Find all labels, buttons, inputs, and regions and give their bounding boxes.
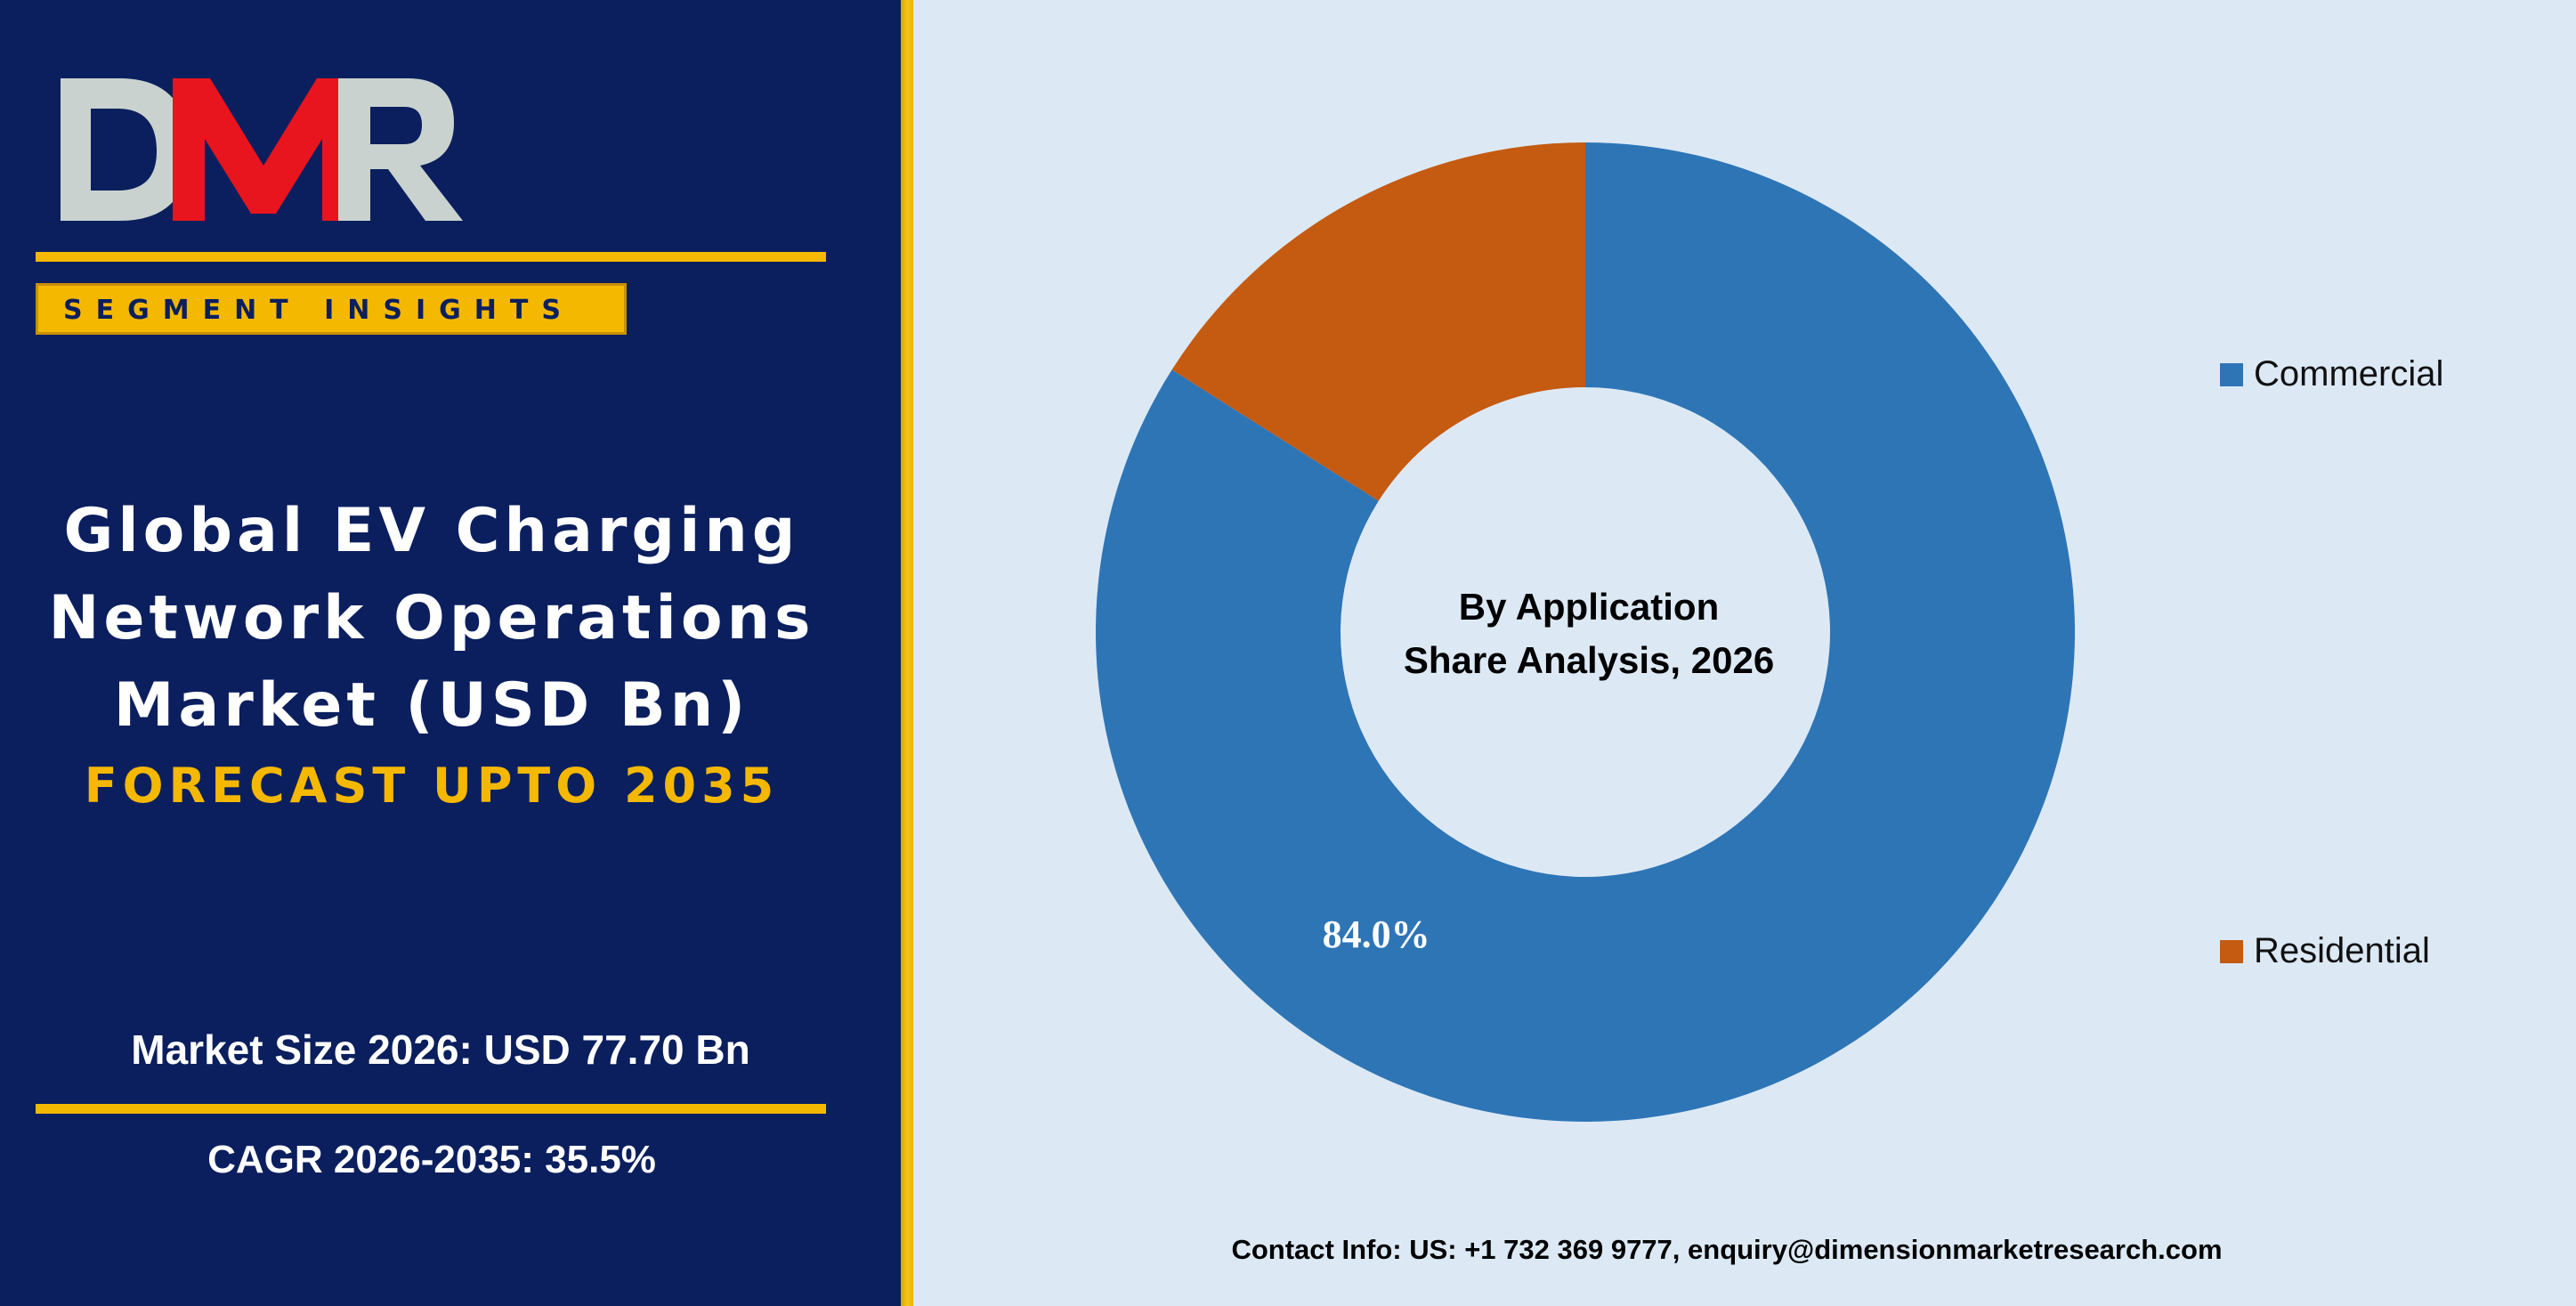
title-line-2: Network Operations xyxy=(48,583,815,653)
contact-info: Contact Info: US: +1 732 369 9777, enqui… xyxy=(1231,1234,2223,1265)
slice-commercial xyxy=(1095,142,2075,1122)
center-label-line-1: By Application xyxy=(1459,586,1719,628)
cagr-stat: CAGR 2026-2035: 35.5% xyxy=(207,1138,656,1181)
legend-label-commercial: Commercial xyxy=(2254,354,2443,393)
segment-insights-label: SEGMENT INSIGHTS xyxy=(63,295,574,326)
market-size-stat: Market Size 2026: USD 77.70 Bn xyxy=(131,1026,750,1073)
chart-panel: By Application Share Analysis, 2026 84.0… xyxy=(913,0,2576,1306)
slice-residential xyxy=(1171,142,1585,501)
center-label-line-2: Share Analysis, 2026 xyxy=(1404,639,1774,681)
forecast-subtitle: FORECAST UPTO 2035 xyxy=(84,758,780,814)
legend-swatch-commercial xyxy=(2220,363,2243,386)
segment-insights-badge: SEGMENT INSIGHTS xyxy=(36,283,627,335)
logo-letter-d xyxy=(61,78,189,221)
logo-letter-m xyxy=(173,78,354,221)
gold-rule-bottom xyxy=(36,1104,826,1114)
title-line-1: Global EV Charging xyxy=(63,496,800,566)
gold-rule-top xyxy=(36,252,826,262)
slice-labels: 84.0% xyxy=(1323,913,1430,956)
legend-label-residential: Residential xyxy=(2254,931,2430,970)
chart-legend: Commercial Residential xyxy=(2220,354,2443,970)
title-line-3: Market (USD Bn) xyxy=(113,670,750,741)
legend-swatch-residential xyxy=(2220,940,2243,963)
report-title: Global EV Charging Network Operations Ma… xyxy=(18,488,846,823)
left-panel: SEGMENT INSIGHTS Global EV Charging Netw… xyxy=(0,0,901,1306)
donut-chart: By Application Share Analysis, 2026 84.0… xyxy=(1095,142,2443,1122)
logo-letter-r xyxy=(338,78,463,221)
slice-label-commercial: 84.0% xyxy=(1323,913,1430,956)
gold-divider xyxy=(901,0,913,1306)
dmr-logo xyxy=(61,78,463,221)
donut-slices xyxy=(1095,142,2075,1122)
